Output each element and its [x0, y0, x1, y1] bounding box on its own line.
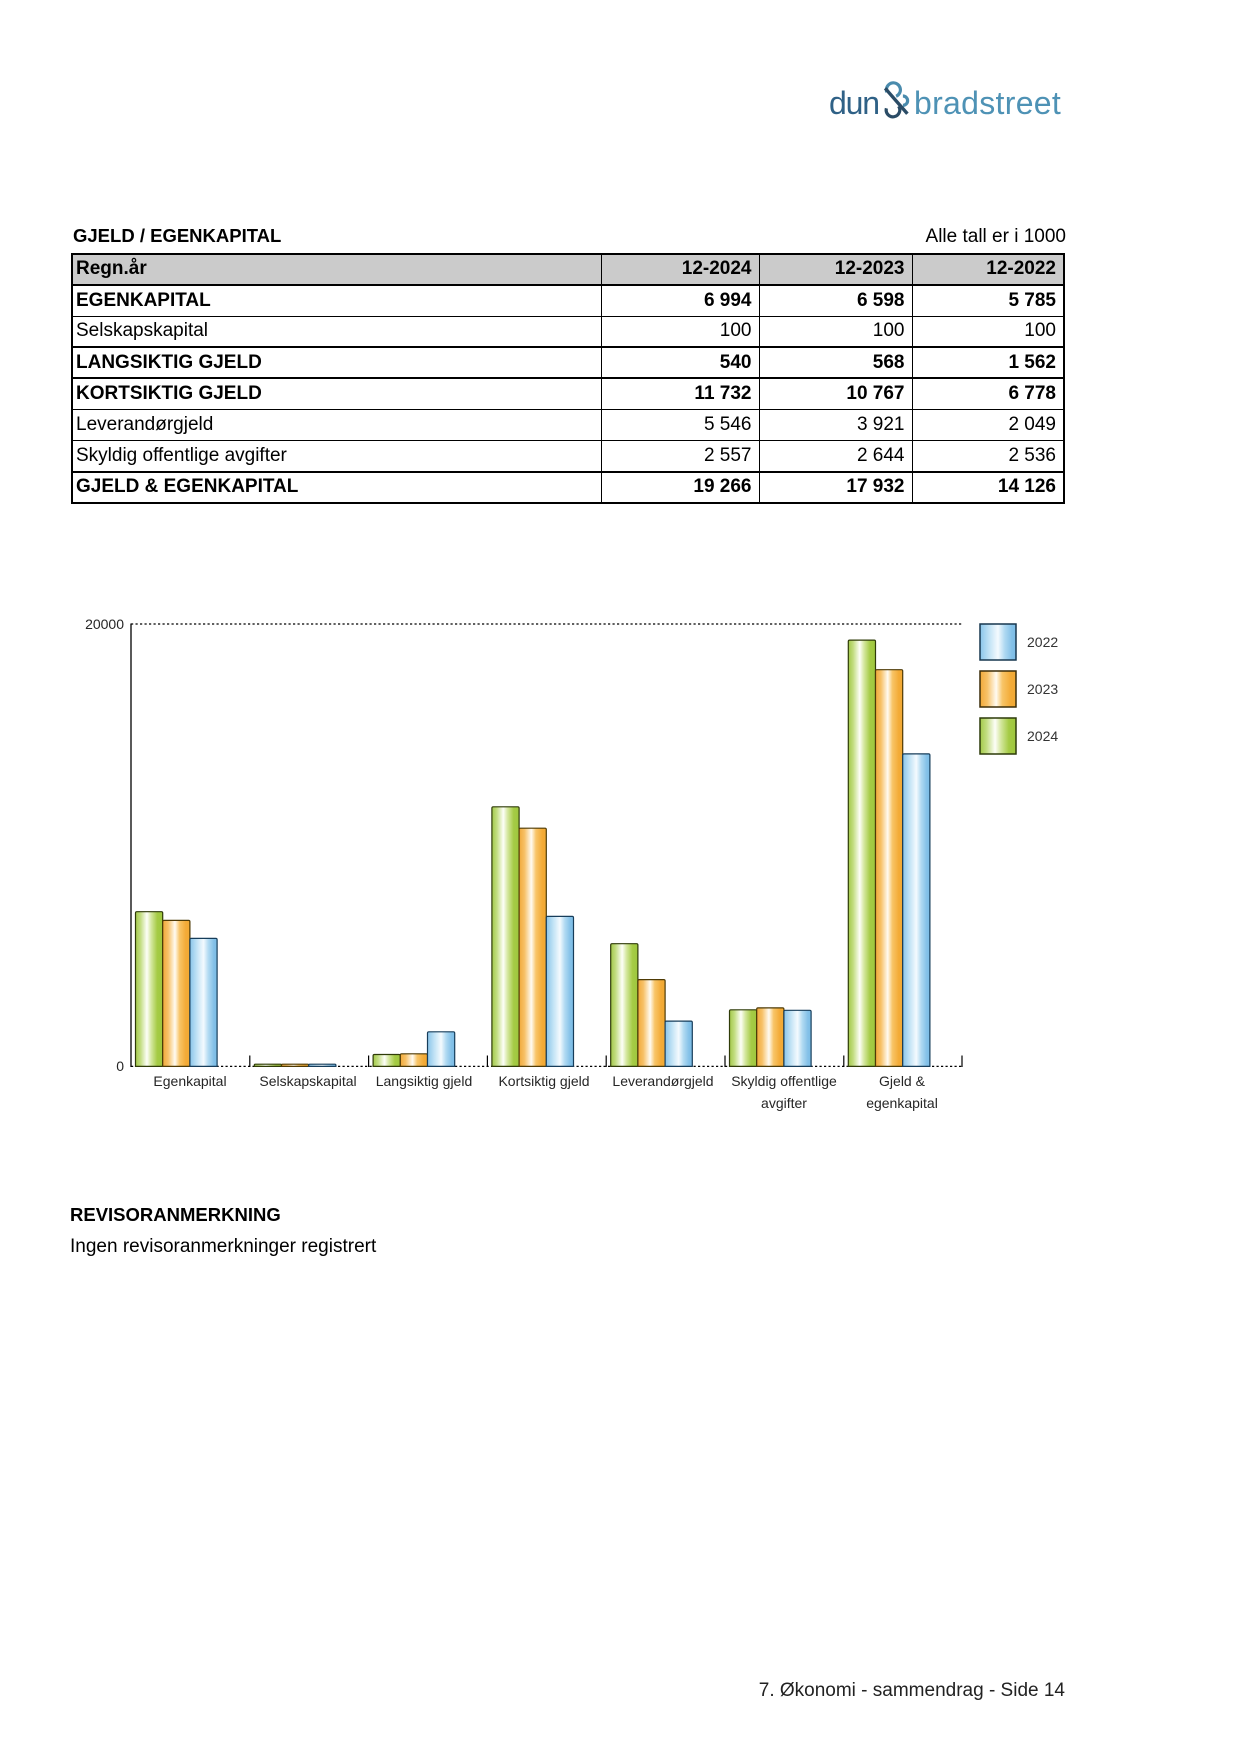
svg-text:Kortsiktig gjeld: Kortsiktig gjeld	[498, 1073, 589, 1089]
svg-text:2024: 2024	[1027, 728, 1058, 744]
svg-text:Langsiktig gjeld: Langsiktig gjeld	[376, 1073, 473, 1089]
svg-text:2022: 2022	[1027, 634, 1058, 650]
svg-text:avgifter: avgifter	[761, 1095, 807, 1111]
svg-text:Egenkapital: Egenkapital	[153, 1073, 226, 1089]
svg-text:20000: 20000	[85, 616, 124, 632]
svg-text:Leverandørgjeld: Leverandørgjeld	[612, 1073, 713, 1089]
svg-text:Skyldig offentlige: Skyldig offentlige	[731, 1073, 837, 1089]
svg-text:2023: 2023	[1027, 681, 1058, 697]
svg-text:Gjeld &: Gjeld &	[879, 1073, 926, 1089]
svg-text:Selskapskapital: Selskapskapital	[259, 1073, 356, 1089]
svg-text:bradstreet: bradstreet	[914, 85, 1061, 121]
svg-text:0: 0	[116, 1058, 124, 1074]
svg-text:dun: dun	[829, 85, 879, 121]
svg-text:egenkapital: egenkapital	[866, 1095, 938, 1111]
